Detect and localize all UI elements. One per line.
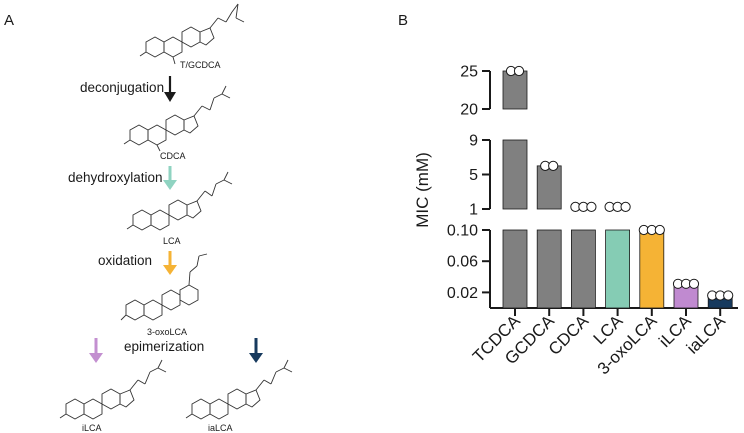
bar-tcdca (502, 70, 528, 110)
arrow-epimerization-ialca (249, 338, 263, 363)
y-tick-label: 25 (460, 64, 478, 81)
replicate-point (586, 201, 597, 212)
arrow-dehydroxylation (163, 166, 177, 190)
molecule-label-ialca: iaLCA (208, 423, 233, 433)
x-tick-label: CDCA (545, 311, 593, 359)
molecule-structure-tgcdca (139, 3, 245, 65)
bar-gcdca (536, 165, 562, 210)
bar-gcdca (536, 229, 562, 309)
molecule-label-3oxolca: 3-oxoLCA (147, 327, 188, 337)
step-label-dehydroxylation: dehydroxylation (68, 170, 163, 185)
step-label-epimerization: epimerization (124, 339, 205, 354)
y-axis-title: MIC (mM) (413, 152, 432, 228)
bar-tcdca (502, 139, 528, 210)
bar-3-oxolca (639, 229, 665, 309)
arrow-deconjugation (164, 76, 176, 102)
replicate-point (513, 65, 525, 77)
molecule-label-ilca: iLCA (82, 423, 102, 433)
molecule-structure-lca (126, 171, 233, 231)
replicate-point (723, 290, 734, 301)
molecule-structure-cdca (123, 85, 231, 152)
arrow-oxidation (163, 251, 177, 275)
y-tick-label: 5 (469, 167, 478, 184)
molecule-label-cdca: CDCA (160, 151, 186, 161)
y-tick-label: 0.10 (447, 223, 478, 240)
y-tick-label: 1 (469, 202, 478, 219)
bar-lca (605, 229, 630, 309)
replicate-point (654, 224, 665, 236)
step-label-oxidation: oxidation (98, 253, 153, 268)
y-tick-label: 0.02 (447, 285, 478, 302)
step-label-deconjugation: deconjugation (80, 80, 165, 95)
bar-cdca (571, 229, 596, 309)
molecule-structure-ilca (59, 359, 167, 420)
y-tick-label: 9 (469, 133, 478, 150)
arrow-epimerization-ilca (89, 338, 103, 363)
replicate-point (548, 160, 559, 171)
molecule-structure-3oxolca (120, 253, 208, 321)
panel-a-letter: A (4, 12, 15, 29)
bar-tcdca (502, 229, 528, 309)
x-tick-label: iaLCA (683, 311, 730, 358)
replicate-point (620, 201, 631, 212)
molecule-label-tgcdca: T/GCDCA (180, 60, 221, 70)
molecule-structure-ialca (185, 359, 293, 420)
replicate-point (688, 278, 700, 289)
y-tick-label: 0.06 (447, 254, 478, 271)
molecule-label-lca: LCA (163, 236, 181, 246)
panel-b-letter: B (398, 12, 409, 29)
y-tick-label: 20 (460, 102, 478, 119)
